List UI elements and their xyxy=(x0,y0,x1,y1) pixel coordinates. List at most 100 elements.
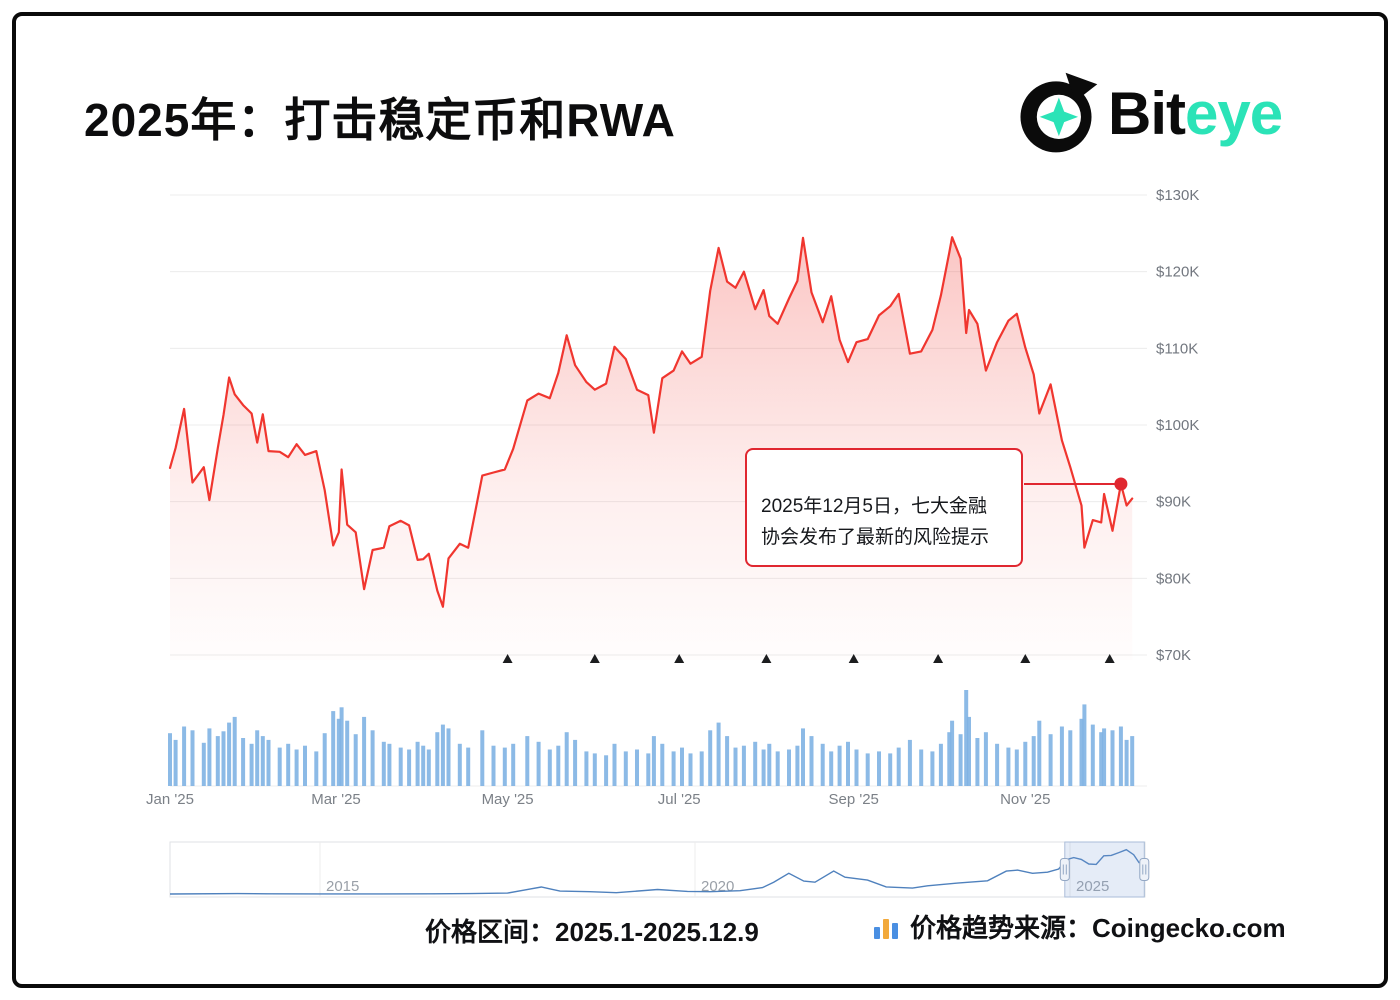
volume-bar xyxy=(255,730,260,786)
volume-bar xyxy=(564,732,569,786)
volume-bar xyxy=(491,745,496,786)
volume-bar xyxy=(958,734,963,786)
volume-bar xyxy=(938,743,943,786)
volume-bar xyxy=(584,751,589,786)
volume-bar xyxy=(277,747,282,786)
volume-bar xyxy=(651,736,656,786)
volume-bar xyxy=(440,724,445,786)
volume-bar xyxy=(877,751,881,786)
volume-bar xyxy=(1014,749,1019,786)
bar-chart-icon xyxy=(874,918,898,939)
event-marker-icon xyxy=(1020,654,1031,663)
volume-bar xyxy=(511,743,516,786)
event-marker-icon xyxy=(674,654,685,663)
volume-bar xyxy=(787,749,791,786)
volume-bar xyxy=(387,743,392,786)
volume-bar xyxy=(865,753,870,786)
volume-bar xyxy=(260,736,265,786)
y-tick-label: $100K xyxy=(1156,417,1199,434)
volume-bar xyxy=(415,741,420,786)
event-marker-icon xyxy=(1104,654,1115,663)
volume-bar xyxy=(820,743,825,786)
volume-bar xyxy=(182,726,187,786)
volume-bar xyxy=(950,720,955,786)
volume-bar xyxy=(336,718,341,786)
volume-bar xyxy=(331,711,336,786)
volume-bar xyxy=(286,743,291,786)
price-range-label: 价格区间：2025.1-2025.12.9 xyxy=(425,917,759,947)
volume-bar xyxy=(795,745,800,786)
volume-bar xyxy=(1110,730,1115,786)
navigator-tick-label: 2015 xyxy=(326,878,359,895)
volume-bar xyxy=(947,732,952,786)
navigator-handle-right[interactable] xyxy=(1139,858,1150,881)
volume-bar xyxy=(837,745,842,786)
volume-bar xyxy=(1082,704,1087,786)
volume-bar xyxy=(303,745,307,786)
volume-bar xyxy=(173,739,178,786)
biteye-eye-icon xyxy=(1020,72,1098,153)
event-marker-icon xyxy=(933,654,944,663)
x-tick-label: Sep '25 xyxy=(828,791,878,808)
volume-bar xyxy=(975,738,980,786)
volume-bar xyxy=(753,741,758,786)
volume-bar xyxy=(457,743,462,786)
volume-bar xyxy=(725,736,730,786)
volume-bar xyxy=(232,716,237,786)
volume-bar xyxy=(741,745,746,786)
x-tick-label: Mar '25 xyxy=(311,791,361,808)
volume-bar xyxy=(381,741,386,786)
volume-bar xyxy=(733,747,738,786)
volume-bar xyxy=(168,733,172,786)
y-tick-label: $120K xyxy=(1156,264,1199,281)
volume-bar xyxy=(592,753,597,786)
y-tick-label: $110K xyxy=(1156,340,1198,357)
volume-bar xyxy=(1099,732,1104,786)
volume-bar xyxy=(854,749,859,786)
volume-bar xyxy=(362,716,367,786)
volume-bar xyxy=(1102,728,1107,786)
volume-bar xyxy=(671,751,676,786)
annotation-dot xyxy=(1114,477,1128,491)
volume-bar xyxy=(995,743,1000,786)
volume-bar xyxy=(398,747,403,786)
volume-bar xyxy=(421,745,426,786)
price-line xyxy=(168,236,1134,608)
event-annotation: 2025年12月5日，七大金融 协会发布了最新的风险提示 xyxy=(745,448,1023,568)
event-marker-icon xyxy=(589,654,600,663)
x-tick-label: Jan '25 xyxy=(146,791,194,808)
volume-bar xyxy=(241,738,246,786)
volume-bar xyxy=(480,730,485,786)
volume-bar xyxy=(1079,718,1084,786)
navigator-selection[interactable] xyxy=(1064,841,1145,898)
volume-bar xyxy=(646,753,651,786)
navigator-tick-label: 2020 xyxy=(701,878,734,895)
volume-bar xyxy=(635,749,639,786)
volume-bar xyxy=(215,736,220,786)
volume-bar xyxy=(1124,739,1129,786)
volume-bar xyxy=(249,743,254,786)
event-marker-icon xyxy=(848,654,859,663)
volume-bar xyxy=(829,751,834,786)
volume-bar xyxy=(1068,730,1073,786)
x-tick-label: May '25 xyxy=(482,791,534,808)
volume-bar xyxy=(1130,736,1135,786)
event-marker-icon xyxy=(502,654,513,663)
navigator-handle-left[interactable] xyxy=(1059,858,1070,881)
volume-bar xyxy=(314,751,319,786)
volume-bar xyxy=(775,751,780,786)
logo-text-bit: Bit xyxy=(1108,80,1186,147)
volume-bar xyxy=(896,747,901,786)
volume-bar xyxy=(801,728,805,786)
volume-bar xyxy=(1048,734,1053,786)
volume-bar xyxy=(407,749,412,786)
volume-bar xyxy=(573,739,578,786)
volume-bar xyxy=(1059,726,1064,786)
volume-bar xyxy=(339,707,344,786)
navigator-line xyxy=(169,848,1143,895)
volume-bar xyxy=(767,743,772,786)
y-tick-label: $70K xyxy=(1156,647,1191,664)
volume-bar xyxy=(466,747,471,786)
